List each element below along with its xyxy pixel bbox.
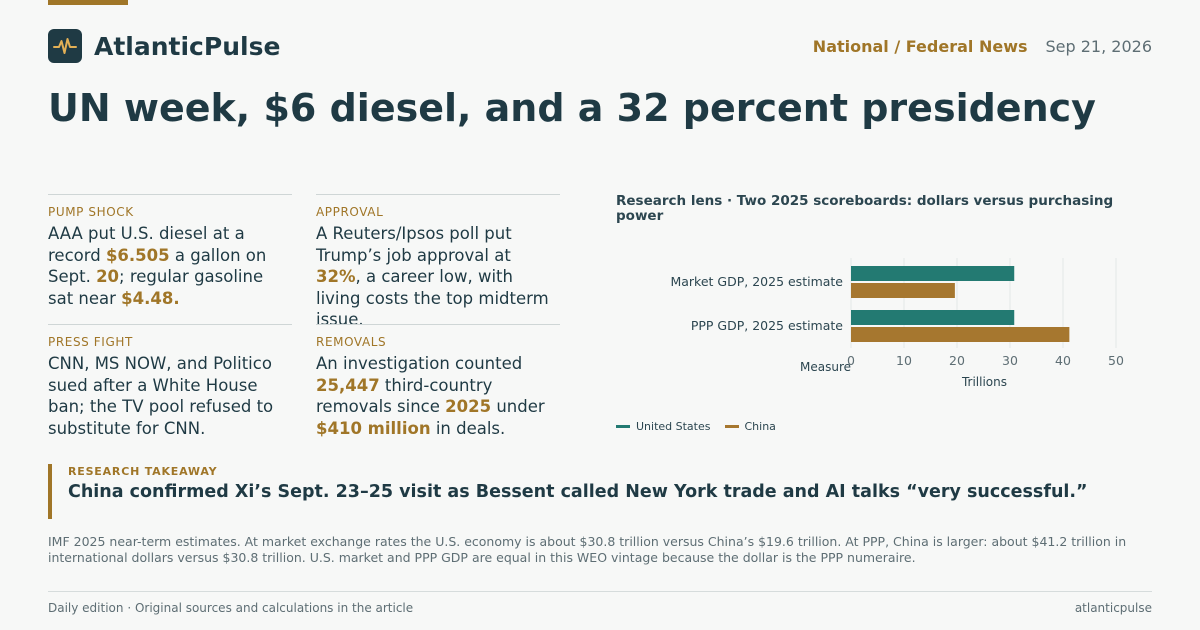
gdp-bar-chart: 0 10 20 30 40 50 Market GDP, 2025 estimate PPP …: [670, 258, 1124, 389]
footer-edition: Daily edition · Original sources and cal…: [48, 601, 414, 615]
x-tick-label: 50: [1108, 353, 1124, 368]
highlight-value: 32%: [316, 267, 356, 286]
source-note: IMF 2025 near-term estimates. At market …: [48, 534, 1127, 565]
highlight-value: $6.505: [105, 245, 170, 265]
x-tick-label: 40: [1055, 353, 1071, 368]
bar-china: [851, 283, 955, 298]
card-text-run: third-country removals since: [316, 375, 493, 417]
site-header: AtlanticPulse National / Federal News Se…: [48, 28, 1152, 64]
card-text: An investigation counted 25,447 third-co…: [316, 353, 560, 439]
highlight-value: 20: [96, 267, 120, 286]
footer-brand-link[interactable]: atlanticpulse: [1074, 601, 1152, 615]
takeaway-label: RESEARCH TAKEAWAY: [68, 465, 218, 478]
card-text: AAA put U.S. diesel at a record $6.505 a…: [48, 223, 292, 309]
legend-item-united-states: United States: [616, 420, 711, 433]
card-label: PUMP SHOCK: [48, 205, 134, 219]
legend-item-china: China: [724, 420, 776, 433]
x-tick-label: 20: [949, 353, 965, 368]
legend-swatch: [724, 425, 739, 428]
accent-bar: [48, 0, 128, 5]
bar-united-states: [851, 310, 1015, 325]
highlight-value: 25,447: [316, 375, 380, 395]
card-text-run: under: [491, 397, 545, 416]
card-text-run: a gallon on Sept.: [48, 245, 267, 287]
highlight-value: 2025: [445, 397, 492, 416]
legend-swatch: [616, 425, 630, 428]
card-text-run: AAA put U.S. diesel at a record: [48, 224, 245, 265]
x-tick-label: 30: [1002, 353, 1018, 368]
story-card: APPROVAL A Reuters/Ipsos poll put Trump’…: [316, 194, 560, 329]
story-card: PUMP SHOCK AAA put U.S. diesel at a reco…: [48, 194, 292, 324]
brand[interactable]: AtlanticPulse: [48, 29, 280, 63]
story-cards: PUMP SHOCK AAA put U.S. diesel at a reco…: [48, 194, 560, 454]
highlight-value: $410 million: [316, 418, 431, 438]
story-card: PRESS FIGHT CNN, MS NOW, and Politico su…: [48, 324, 292, 454]
chart-legend: United States China: [616, 420, 776, 433]
card-text: A Reuters/Ipsos poll put Trump’s job app…: [316, 223, 560, 331]
footer: Daily edition · Original sources and cal…: [48, 591, 1152, 615]
bar-china: [851, 327, 1070, 342]
x-tick-label: 10: [896, 353, 912, 368]
y-axis-label: Measure: [800, 360, 851, 374]
brand-name: AtlanticPulse: [94, 31, 281, 61]
card-text-run: , a career low, with living costs the to…: [316, 267, 549, 329]
story-card: REMOVALS An investigation counted 25,447…: [316, 324, 560, 454]
card-text: CNN, MS NOW, and Politico sued after a W…: [48, 353, 292, 439]
category-label: Market GDP, 2025 estimate: [670, 274, 843, 289]
card-label: PRESS FIGHT: [48, 335, 133, 349]
chart-title: Research lens · Two 2025 scoreboards: do…: [616, 193, 1114, 224]
card-text-run: An investigation counted: [316, 354, 523, 373]
publish-date: Sep 21, 2026: [1045, 36, 1153, 56]
card-text-run: CNN, MS NOW, and Politico sued after a W…: [48, 354, 274, 438]
category-label: PPP GDP, 2025 estimate: [691, 318, 843, 333]
takeaway-text: China confirmed Xi’s Sept. 23–25 visit a…: [68, 482, 1088, 502]
research-takeaway: RESEARCH TAKEAWAY China confirmed Xi’s S…: [48, 464, 1152, 519]
card-text-run: in deals.: [430, 418, 506, 438]
bar-united-states: [851, 266, 1015, 281]
section-link[interactable]: National / Federal News: [812, 36, 1028, 56]
highlight-value: $4.48.: [121, 288, 180, 308]
card-text-run: ; regular gasoline sat near: [48, 267, 264, 308]
legend-label: United States: [636, 420, 711, 433]
page-title: UN week, $6 diesel, and a 32 percent pre…: [48, 86, 1096, 130]
pulse-icon: [48, 29, 82, 63]
x-axis-label: Trillions: [961, 375, 1007, 389]
card-text-run: A Reuters/Ipsos poll put Trump’s job app…: [316, 224, 512, 265]
card-label: APPROVAL: [316, 205, 384, 219]
card-label: REMOVALS: [316, 335, 387, 349]
x-tick-label: 0: [847, 353, 855, 368]
legend-label: China: [744, 420, 776, 433]
